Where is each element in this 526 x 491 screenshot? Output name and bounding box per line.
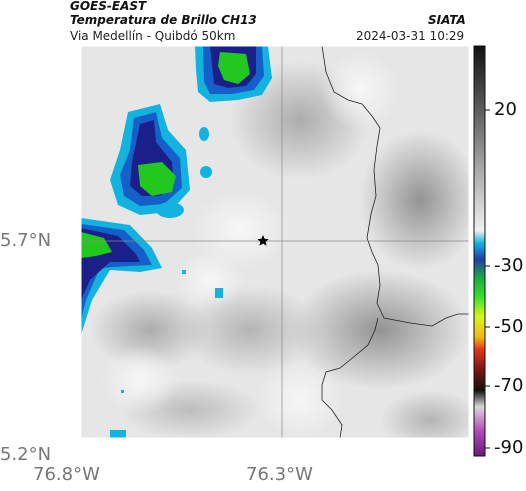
map-frame [80, 45, 470, 439]
route-subtitle: Via Medellín - Quibdó 50km [70, 29, 236, 43]
x-tick-label: 76.8°W [33, 464, 100, 485]
star-icon [257, 235, 269, 246]
y-tick-label: 5.7°N [0, 230, 52, 251]
colorbar-label: -30 [494, 255, 524, 276]
colorbar [473, 45, 486, 457]
colorbar-label: -90 [494, 437, 524, 458]
x-tick-label: 76.3°W [246, 464, 313, 485]
map-field [81, 46, 469, 438]
boundary-line-south [321, 317, 379, 438]
colorbar-label: 20 [494, 99, 517, 120]
colorbar-ticks [485, 109, 490, 449]
product-title: Temperatura de Brillo CH13 [70, 13, 257, 27]
colorbar-label: -50 [494, 316, 524, 337]
datetime-label: 2024-03-31 10:29 [356, 29, 465, 43]
satellite-title: GOES-EAST [70, 0, 147, 13]
y-tick-label: 5.2°N [0, 444, 52, 465]
org-label: SIATA [428, 13, 466, 27]
boundary-line [321, 46, 469, 327]
colorbar-label: -70 [494, 375, 524, 396]
